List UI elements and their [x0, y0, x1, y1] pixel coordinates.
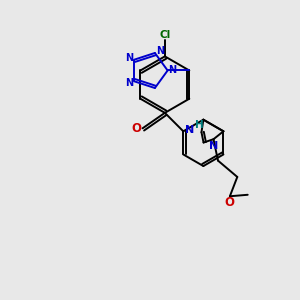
Text: O: O: [225, 196, 235, 209]
Text: N: N: [168, 65, 176, 76]
Text: H: H: [195, 120, 204, 130]
Text: N: N: [209, 141, 218, 151]
Text: N: N: [125, 78, 133, 88]
Text: O: O: [131, 122, 141, 135]
Text: N: N: [156, 46, 164, 56]
Text: N: N: [185, 125, 194, 135]
Text: Cl: Cl: [159, 30, 170, 40]
Text: N: N: [125, 53, 133, 63]
